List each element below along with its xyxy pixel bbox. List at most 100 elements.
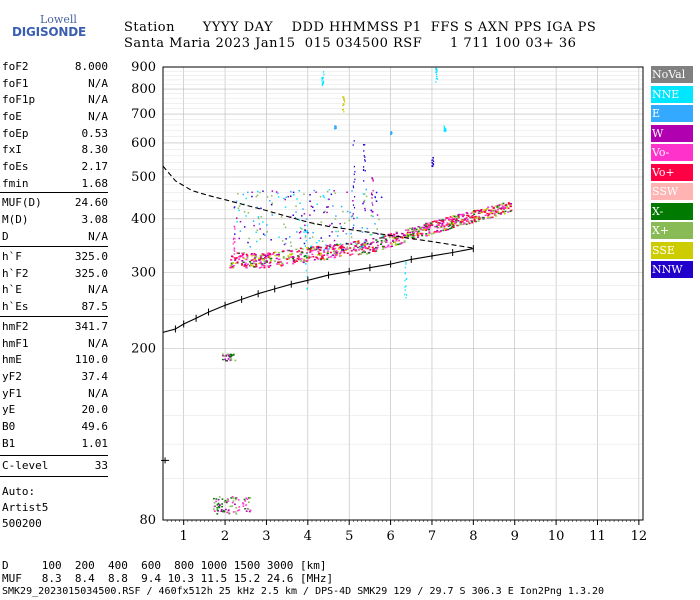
y-tick-label: 400 [131, 212, 156, 227]
echo-point [307, 231, 309, 234]
echo-point [343, 246, 346, 249]
echo-point [222, 353, 224, 355]
echo-point [276, 254, 279, 256]
echo-point [290, 256, 293, 258]
echo-point [372, 180, 374, 182]
echo-point [453, 218, 456, 220]
echo-point [403, 240, 406, 242]
echo-point [292, 257, 295, 260]
echo-point [460, 223, 463, 226]
echo-point [305, 218, 308, 220]
echo-point [468, 222, 471, 225]
echo-point [345, 249, 348, 252]
echo-point [228, 512, 230, 514]
echo-point [369, 233, 372, 236]
echo-point [430, 222, 433, 225]
echo-point [254, 257, 257, 259]
echo-point [333, 256, 336, 258]
echo-point [286, 262, 289, 264]
echo-point [304, 245, 307, 247]
echo-point [404, 286, 406, 288]
echo-point [379, 237, 381, 239]
echo-point [407, 235, 410, 237]
echo-point [495, 211, 498, 213]
param-row-yf2: yF2 37.4 [2, 370, 108, 387]
echo-point [404, 272, 406, 275]
echo-point [253, 252, 256, 255]
echo-point [226, 360, 229, 362]
echo-point [285, 196, 288, 198]
echo-point [268, 262, 271, 264]
y-tick-label: 300 [131, 266, 156, 281]
echo-point [507, 207, 510, 210]
echo-point [428, 228, 431, 231]
echo-point [447, 218, 450, 220]
echo-point [450, 223, 453, 226]
echo-point [235, 257, 238, 259]
x-tick-label: 9 [511, 529, 519, 544]
echo-point [311, 249, 314, 252]
echo-point [333, 190, 335, 192]
echo-point [233, 225, 235, 228]
echo-point [479, 217, 482, 219]
echo-point [266, 224, 268, 226]
echo-point [422, 227, 425, 229]
echo-point [326, 245, 329, 247]
echo-point [413, 229, 416, 231]
echo-point [251, 195, 253, 198]
echo-point [373, 250, 376, 253]
echo-point [238, 509, 241, 511]
echo-point [504, 206, 507, 209]
echo-point [418, 228, 421, 231]
echo-point [352, 248, 355, 251]
echo-point [244, 500, 247, 502]
echo-point [222, 509, 225, 512]
param-row-foe: foE N/A [2, 110, 108, 127]
echo-point [222, 354, 224, 357]
echo-point [368, 247, 371, 249]
echo-point [338, 243, 341, 246]
echo-point [340, 245, 343, 247]
echo-point [230, 497, 233, 499]
param-name: hmE [2, 353, 22, 366]
echo-point [321, 80, 323, 82]
echo-point [343, 99, 345, 101]
param-value: 1.01 [81, 437, 109, 450]
echo-point [473, 210, 476, 212]
echo-point [242, 261, 245, 264]
echo-point [412, 234, 415, 237]
echo-point [321, 82, 323, 85]
echo-point [227, 509, 230, 511]
echo-point [270, 239, 272, 241]
echo-point [304, 236, 307, 238]
echo-point [241, 252, 244, 255]
echo-point [253, 258, 256, 261]
echo-point [262, 190, 264, 192]
echo-point [342, 249, 345, 252]
echo-point [363, 193, 366, 195]
echo-point [280, 216, 283, 218]
echo-point [471, 221, 474, 224]
echo-point [417, 230, 420, 233]
echo-point [285, 238, 287, 240]
echo-point [352, 185, 354, 187]
echo-point [333, 239, 336, 242]
echo-point [432, 159, 434, 161]
echo-point [422, 229, 425, 231]
param-row-fof2: foF2 8.000 [2, 60, 108, 77]
profile-curves [161, 165, 474, 464]
echo-point [271, 195, 273, 197]
echo-point [395, 231, 398, 233]
echo-point [258, 223, 261, 225]
param-name: M(D) [2, 213, 29, 226]
echo-point [257, 262, 260, 265]
echo-point [241, 264, 244, 266]
echo-point [266, 231, 268, 233]
x-tick-label: 11 [589, 529, 606, 544]
echo-point [365, 253, 368, 255]
echo-point [323, 254, 326, 257]
echo-point [299, 202, 301, 205]
echo-point [353, 181, 355, 183]
legend-item-x: X- [651, 202, 693, 220]
echo-point [266, 196, 269, 198]
